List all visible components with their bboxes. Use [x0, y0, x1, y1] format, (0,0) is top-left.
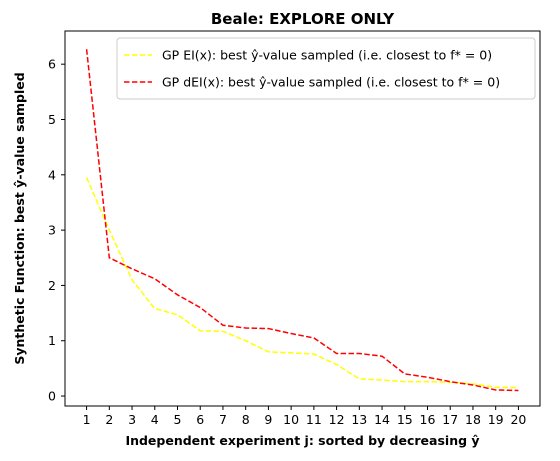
series-line-1: [85, 177, 519, 389]
x-tick-label: 1: [83, 412, 91, 427]
x-tick-label: 2: [105, 412, 113, 427]
x-tick-label: 12: [329, 412, 345, 427]
y-axis: 0 1 2 3 4 5 6: [48, 57, 65, 404]
legend-label-2: GP dEI(x): best ŷ-value sampled (i.e. cl…: [162, 75, 500, 90]
legend-box: [116, 37, 536, 100]
x-tick-label: 14: [374, 412, 390, 427]
x-tick-label: 7: [219, 412, 227, 427]
legend-label-1: GP EI(x): best ŷ-value sampled (i.e. clo…: [162, 48, 492, 63]
x-tick-label: 6: [196, 412, 204, 427]
x-tick-label: 17: [442, 412, 458, 427]
x-tick-label: 16: [420, 412, 436, 427]
series-line-2: [85, 49, 519, 392]
x-tick-label: 10: [283, 412, 299, 427]
x-tick-label: 4: [151, 412, 159, 427]
y-tick-label: 2: [48, 278, 56, 293]
x-axis: 1 2 3 4 5 6 7 8 9 10 11 12 13 14 15 16 17 18 19 20: [83, 406, 526, 427]
x-tick-label: 15: [397, 412, 413, 427]
x-tick-label: 13: [351, 412, 367, 427]
x-tick-label: 11: [306, 412, 322, 427]
x-tick-label: 18: [465, 412, 481, 427]
y-tick-label: 5: [48, 112, 56, 127]
x-tick-label: 9: [264, 412, 272, 427]
x-tick-label: 5: [174, 412, 182, 427]
y-tick-label: 3: [48, 223, 56, 238]
y-axis-label: Synthetic Function: best ŷ-value sampled: [12, 72, 27, 364]
x-axis-label: Independent experiment j: sorted by decr…: [125, 433, 479, 448]
x-tick-label: 3: [128, 412, 136, 427]
legend: GP EI(x): best ŷ-value sampled (i.e. clo…: [116, 37, 536, 100]
y-tick-label: 0: [48, 389, 56, 404]
y-tick-label: 1: [48, 333, 56, 348]
y-tick-label: 6: [48, 57, 56, 72]
chart-title: Beale: EXPLORE ONLY: [211, 10, 395, 28]
series-layer: [85, 49, 519, 392]
x-tick-label: 20: [510, 412, 526, 427]
x-tick-label: 19: [488, 412, 504, 427]
y-tick-label: 4: [48, 167, 56, 182]
x-tick-label: 8: [242, 412, 250, 427]
plot-frame: [64, 30, 541, 407]
